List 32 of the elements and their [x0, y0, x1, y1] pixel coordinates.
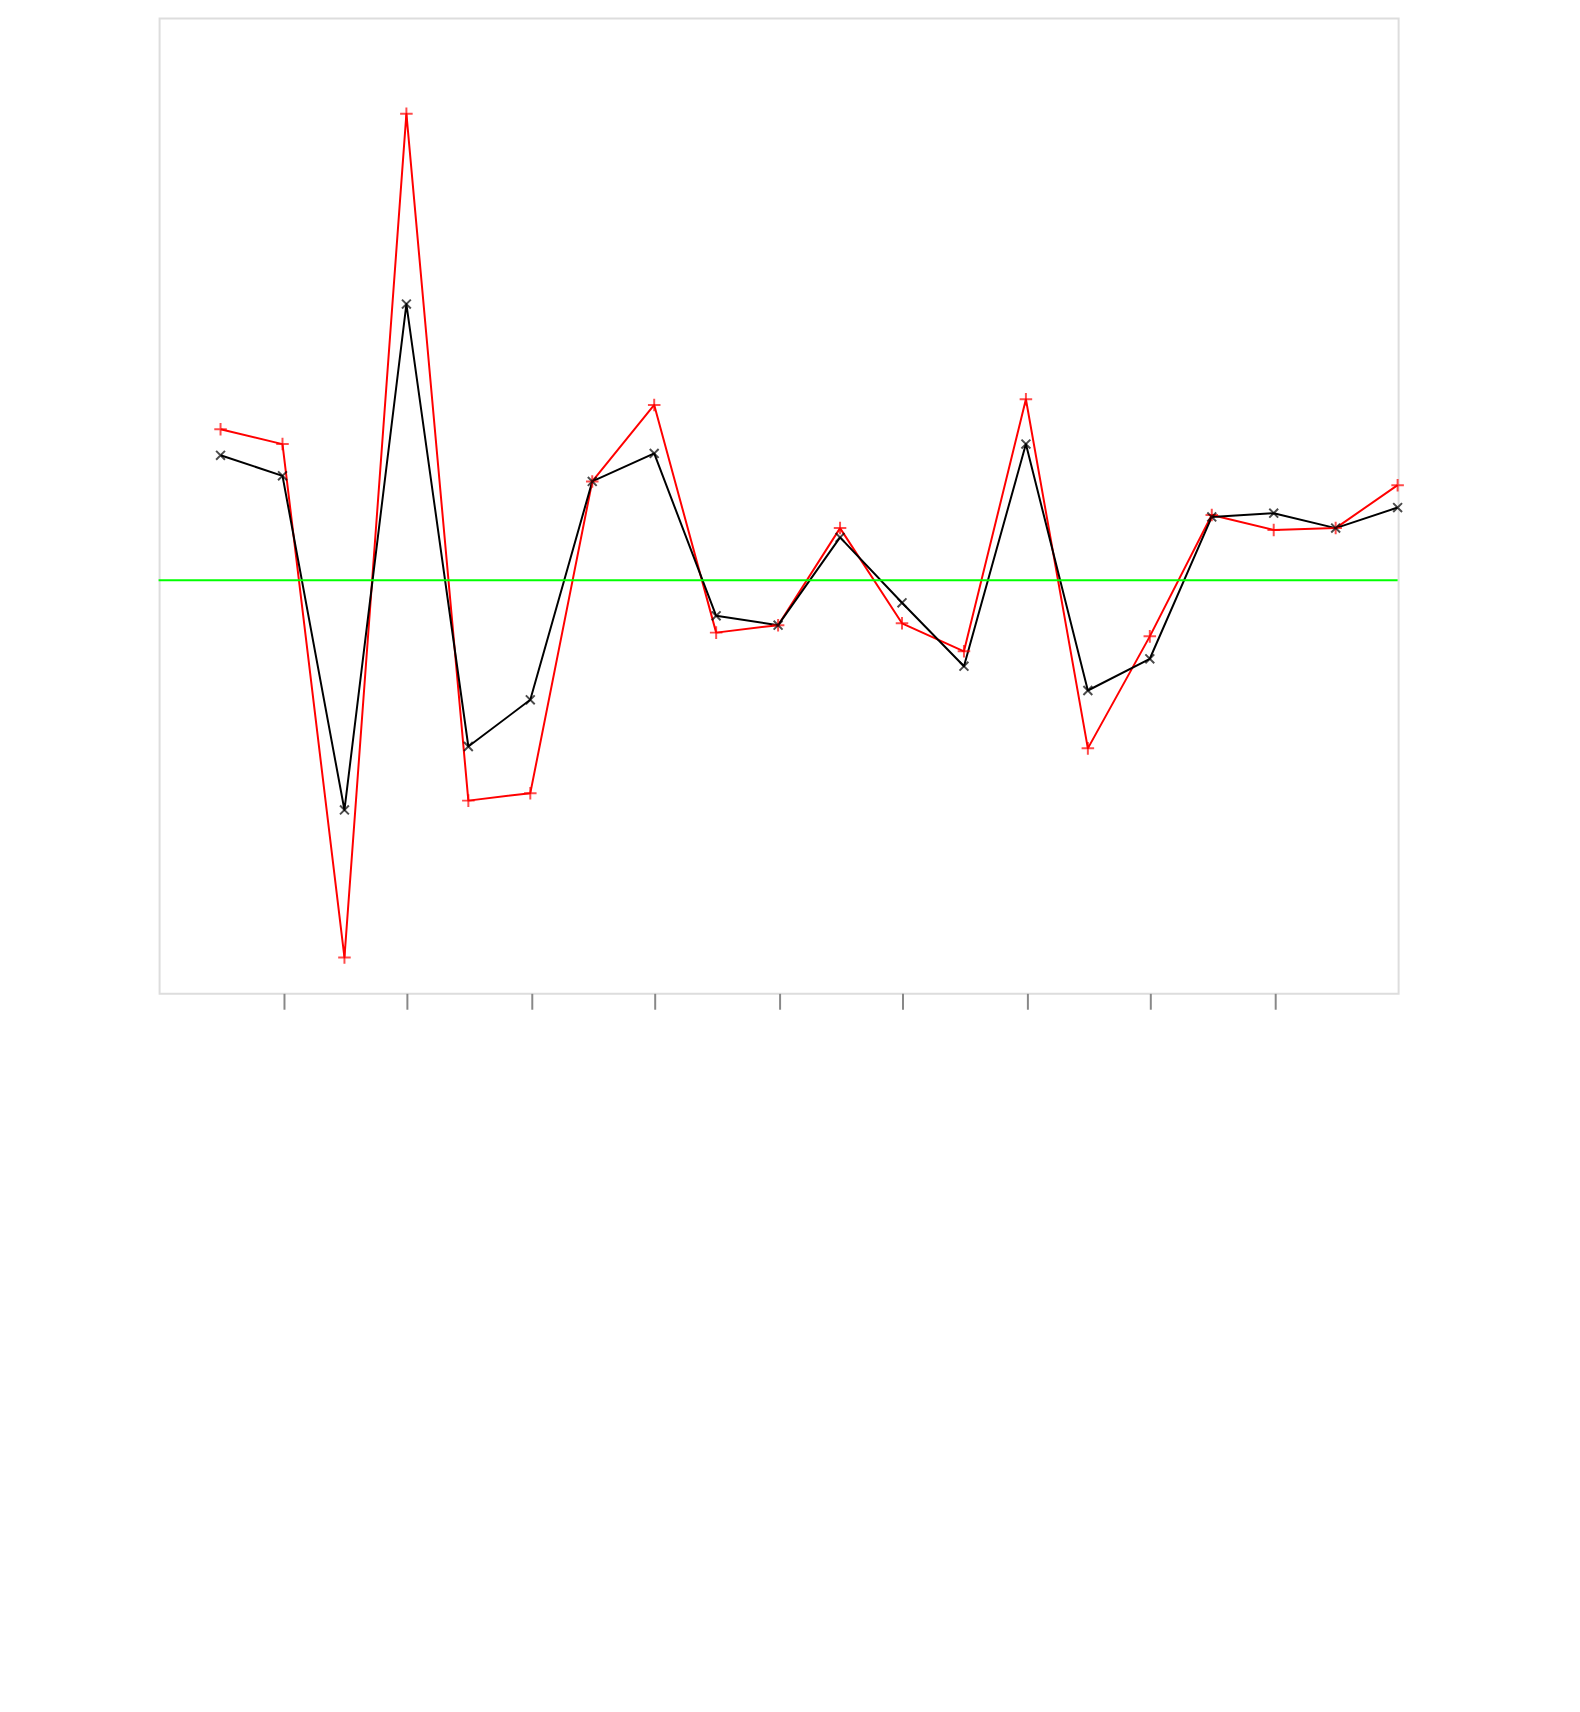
point — [956, 644, 972, 659]
point — [524, 694, 536, 706]
point — [213, 421, 228, 437]
point — [400, 298, 412, 310]
point — [339, 804, 350, 816]
point — [523, 785, 538, 801]
point — [1390, 477, 1405, 493]
point — [337, 950, 352, 965]
point — [832, 520, 848, 536]
point — [277, 470, 288, 482]
point — [1392, 502, 1404, 513]
point — [1020, 438, 1032, 450]
point — [958, 660, 970, 672]
point — [1266, 522, 1281, 538]
point — [399, 106, 414, 121]
point — [1142, 629, 1158, 644]
point — [708, 625, 724, 640]
point — [1082, 685, 1094, 696]
point — [275, 436, 290, 452]
point — [710, 610, 722, 622]
point — [462, 741, 474, 752]
point — [1018, 392, 1034, 407]
point — [1080, 741, 1096, 756]
point — [648, 448, 660, 459]
point — [894, 616, 910, 631]
point — [646, 397, 662, 413]
point — [834, 532, 846, 543]
point — [1144, 653, 1156, 665]
point — [1268, 507, 1280, 519]
point — [896, 597, 908, 609]
point — [215, 449, 226, 461]
point — [461, 793, 476, 808]
